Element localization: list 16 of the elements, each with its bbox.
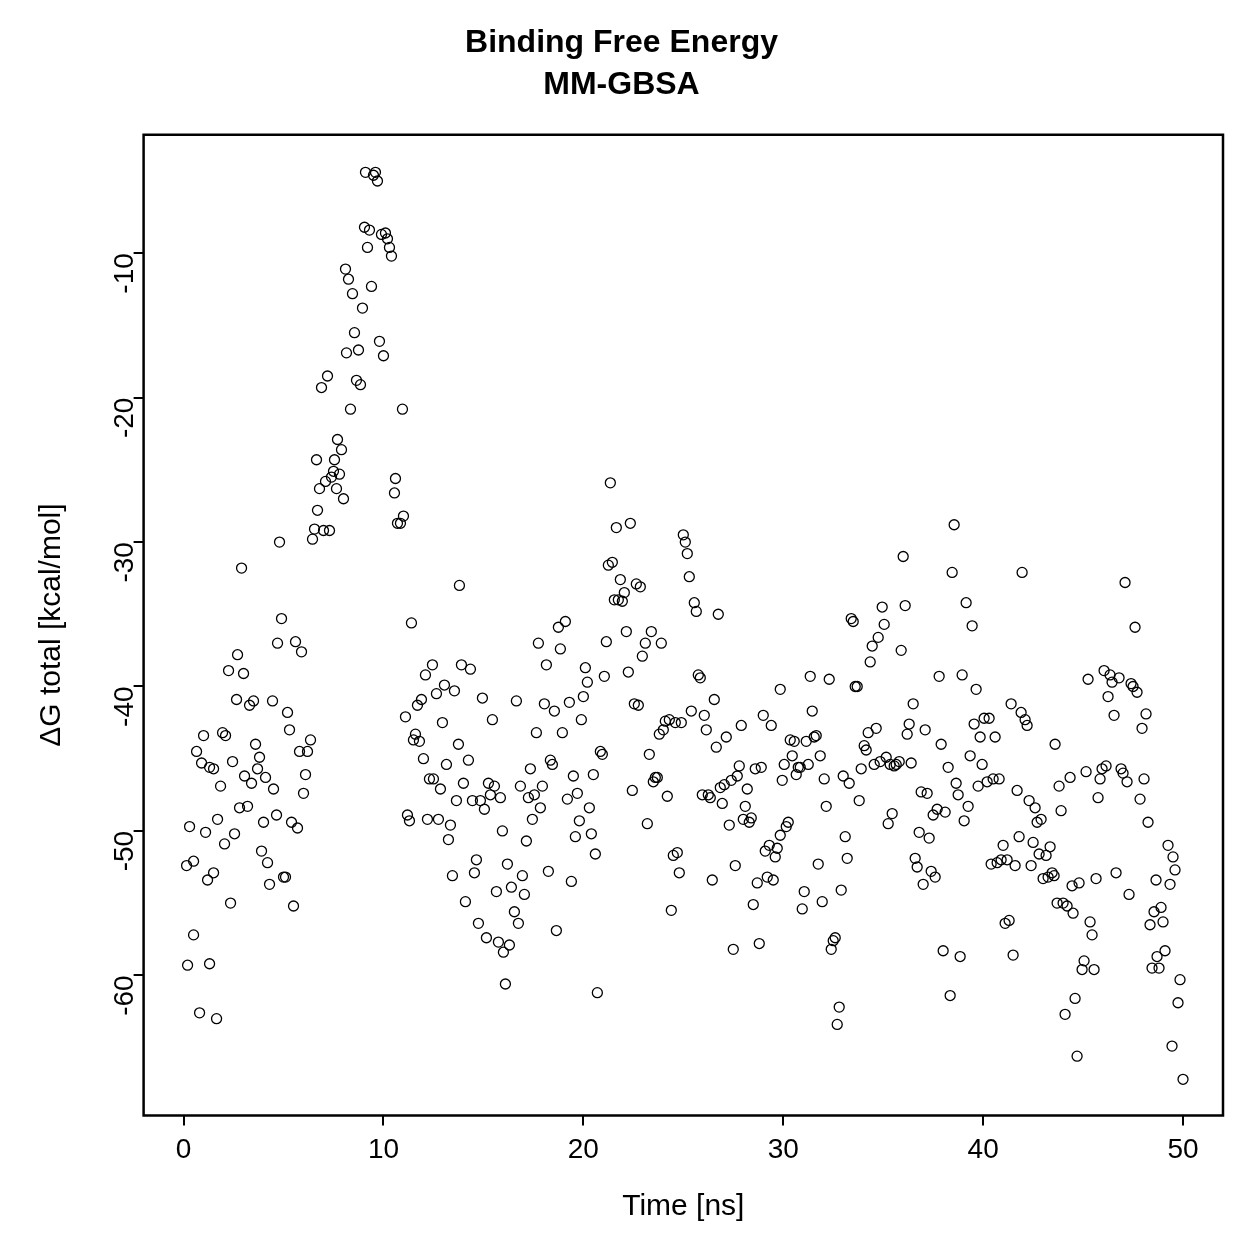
y-tick-label: -40 <box>108 686 140 727</box>
x-tick-label: 0 <box>175 1132 192 1164</box>
x-tick-label: 30 <box>767 1132 799 1164</box>
x-tick-label: 50 <box>1167 1132 1199 1164</box>
y-tick-label: -10 <box>108 253 140 294</box>
chart-subtitle: MM-GBSA <box>543 65 700 102</box>
chart-title: Binding Free Energy <box>465 23 779 60</box>
x-tick-label: 40 <box>967 1132 999 1164</box>
y-tick-label: -60 <box>108 975 140 1016</box>
y-tick-label: -50 <box>108 830 140 872</box>
x-tick-label: 20 <box>567 1132 599 1164</box>
y-axis-title: ΔG total [kcal/mol] <box>33 503 67 747</box>
y-tick-label: -30 <box>108 542 140 583</box>
x-tick-label: 10 <box>367 1132 400 1164</box>
y-tick-label: -20 <box>108 397 140 439</box>
x-axis-title: Time [ns] <box>622 1188 745 1222</box>
